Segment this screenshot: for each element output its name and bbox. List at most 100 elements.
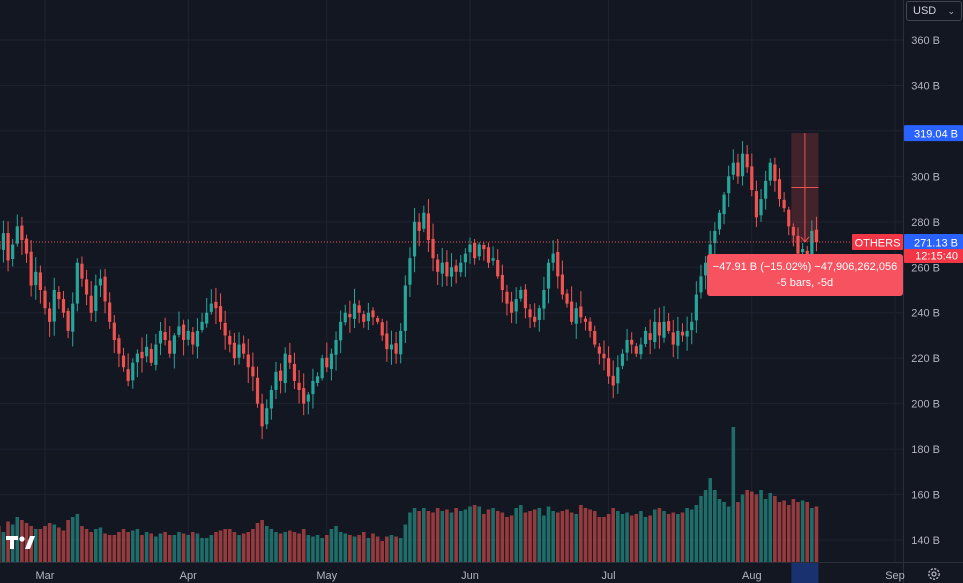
candle-body (694, 294, 698, 321)
candle-body (339, 321, 343, 341)
volume-bar (546, 506, 551, 562)
candle-body (551, 253, 555, 263)
price-tick-label: 140 B (911, 535, 940, 547)
gear-icon[interactable] (926, 566, 942, 582)
time-tick-label: Jun (461, 570, 479, 582)
volume-bar (251, 529, 255, 562)
candle-body (431, 238, 435, 259)
candle-body (496, 259, 500, 277)
volume-bar (334, 526, 338, 562)
volume-bar (662, 511, 666, 562)
candle-body (15, 226, 19, 244)
candle-body (676, 330, 680, 346)
candle-body (736, 162, 740, 177)
candle-body (440, 262, 444, 274)
volume-bar (154, 536, 158, 562)
candle-body (468, 244, 472, 253)
volume-bar (652, 509, 657, 562)
volume-bar (805, 502, 810, 562)
volume-bar (440, 511, 445, 562)
volume-bar (385, 536, 389, 562)
tradingview-logo-icon[interactable] (6, 533, 38, 551)
volume-bar (292, 532, 297, 562)
candle-body (509, 301, 514, 313)
candle-body (449, 267, 454, 277)
volume-bar (731, 427, 736, 562)
volume-bar (237, 535, 241, 562)
candle-body (84, 279, 89, 295)
volume-bar (398, 538, 403, 562)
price-tick-label: 200 B (911, 399, 940, 411)
volume-bar (89, 532, 93, 562)
candle-body (454, 265, 458, 272)
candle-body (274, 371, 278, 390)
candle-body (260, 403, 264, 427)
candle-body (611, 375, 615, 386)
candle-body (186, 330, 190, 340)
candle-body (417, 222, 421, 231)
candle-body (777, 179, 782, 200)
volume-bar (602, 517, 606, 562)
candle-body (588, 321, 592, 331)
candle-body (787, 209, 791, 227)
time-axis[interactable]: Mar Apr May Jun Jul Aug Sep (36, 570, 905, 582)
currency-dropdown[interactable]: USD ⌄ (906, 1, 962, 21)
candle-body (570, 301, 574, 322)
volume-bar (315, 535, 320, 562)
volume-bar (352, 536, 357, 562)
price-tick-label: 300 B (911, 171, 940, 183)
candle-body (126, 369, 130, 381)
candle-body (265, 408, 269, 425)
volume-bar (75, 514, 80, 562)
candle-body (394, 343, 398, 354)
high-price-tag: 319.04 B (914, 129, 958, 141)
volume-bar (144, 532, 149, 562)
volume-bar (454, 508, 458, 562)
price-axis[interactable]: 140 B 160 B 180 B 200 B 220 B 240 B 260 B 280 B… (852, 35, 963, 547)
price-tick-label: 240 B (911, 308, 940, 320)
volume-bar (791, 499, 796, 562)
volume-bar (648, 515, 652, 562)
volume-bar (47, 523, 52, 562)
candle-body (680, 331, 685, 336)
volume-bar (329, 529, 334, 562)
volume-bar (269, 529, 274, 562)
candle-body (653, 321, 657, 343)
volume-bar (754, 494, 759, 562)
volume-bar (606, 514, 611, 562)
candle-body (505, 291, 509, 304)
volume-bar (773, 496, 777, 562)
candle-body (399, 330, 403, 355)
candle-body (246, 354, 250, 368)
volume-bar (361, 532, 366, 562)
candle-body (325, 357, 329, 368)
volume-bar (94, 529, 98, 562)
volume-bar (408, 512, 412, 562)
volume-bar (232, 532, 237, 562)
candle-body (768, 162, 772, 181)
symbol-tag-bg (852, 233, 903, 250)
candle-body (412, 221, 417, 257)
candle-body (177, 326, 181, 335)
volume-bar (528, 511, 532, 562)
volume-bar (283, 532, 288, 562)
time-tick-label: Mar (36, 570, 55, 582)
volume-bar (519, 505, 523, 562)
currency-label: USD (913, 5, 937, 17)
volume-bar (542, 515, 546, 562)
candle-body (89, 295, 93, 313)
candle-body (745, 154, 749, 168)
volume-bar (181, 533, 186, 562)
candle-body (181, 324, 186, 340)
volume-bar (482, 514, 486, 562)
candle-body (362, 314, 366, 322)
volume-bar (777, 502, 782, 562)
volume-bar (126, 532, 130, 562)
candle-body (315, 376, 320, 384)
candle-body (191, 332, 195, 345)
volume-bar (763, 499, 768, 562)
candle-body (320, 358, 324, 379)
volume-bar (177, 532, 181, 562)
volume-bar (6, 521, 10, 562)
